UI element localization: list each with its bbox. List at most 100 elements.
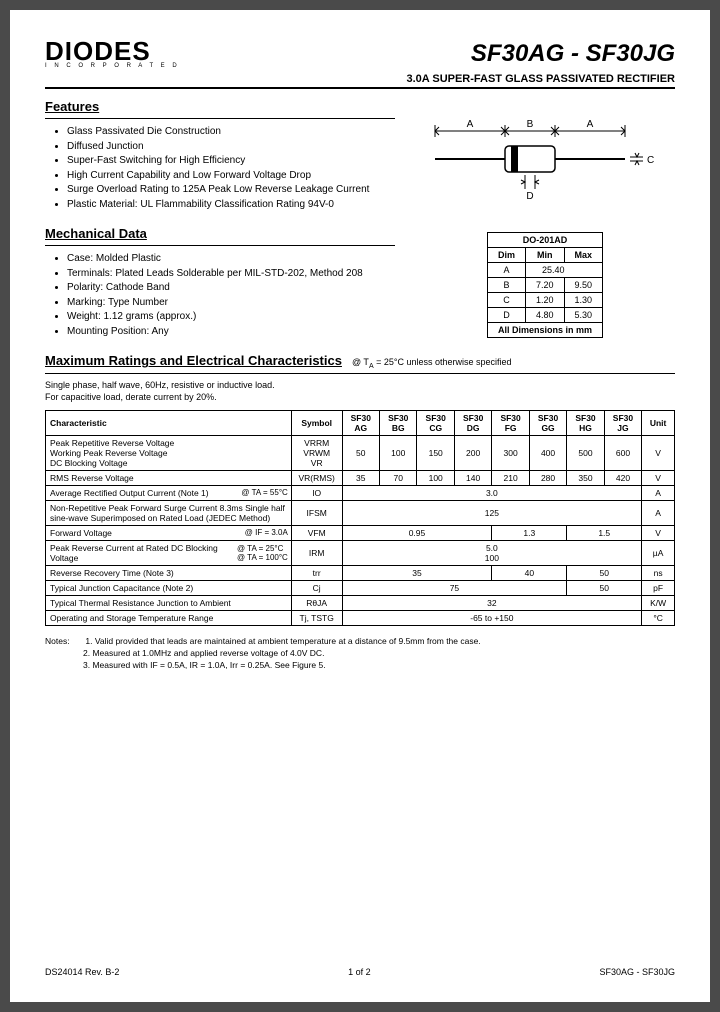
unit-cell: ns <box>642 565 675 580</box>
value-cell: 125 <box>342 500 642 525</box>
dim-header: Max <box>564 247 603 262</box>
value-cell: 32 <box>342 595 642 610</box>
char-cell: Non-Repetitive Peak Forward Surge Curren… <box>46 500 292 525</box>
dim-caption: All Dimensions in mm <box>487 322 602 337</box>
ratings-header: SF30 HG <box>567 410 604 435</box>
ratings-header: Symbol <box>291 410 342 435</box>
features-col: Features Glass Passivated Die Constructi… <box>45 99 395 212</box>
mechanical-divider <box>45 245 395 246</box>
dim-label-a1: A <box>467 119 474 130</box>
value-cell: 400 <box>529 435 566 470</box>
char-cell: Reverse Recovery Time (Note 3) <box>46 565 292 580</box>
ratings-divider <box>45 373 675 374</box>
features-title: Features <box>45 99 395 114</box>
ratings-note: Single phase, half wave, 60Hz, resistive… <box>45 380 675 403</box>
feature-item: Diffused Junction <box>67 140 395 154</box>
mechanical-item: Case: Molded Plastic <box>67 252 395 266</box>
value-cell: 500 <box>567 435 604 470</box>
footer-right: SF30AG - SF30JG <box>599 967 675 977</box>
ratings-header: SF30 CG <box>417 410 454 435</box>
mechanical-item: Marking: Type Number <box>67 296 395 310</box>
value-cell: 50 <box>567 580 642 595</box>
header-divider <box>45 87 675 89</box>
dim-cell: C <box>487 292 525 307</box>
ratings-header: SF30 DG <box>454 410 491 435</box>
features-divider <box>45 118 395 119</box>
footer-left: DS24014 Rev. B-2 <box>45 967 119 977</box>
symbol-cell: VFM <box>291 525 342 540</box>
char-cell: Typical Thermal Resistance Junction to A… <box>46 595 292 610</box>
ratings-section: Maximum Ratings and Electrical Character… <box>45 353 675 625</box>
symbol-cell: VRRMVRWMVR <box>291 435 342 470</box>
unit-cell: V <box>642 470 675 485</box>
value-cell: 40 <box>492 565 567 580</box>
value-cell: -65 to +150 <box>342 610 642 625</box>
char-cell: Peak Repetitive Reverse VoltageWorking P… <box>46 435 292 470</box>
value-cell: 50 <box>342 435 379 470</box>
notes-row: Notes: 1. Valid provided that leads are … <box>45 636 675 648</box>
value-cell: 50 <box>567 565 642 580</box>
feature-item: Glass Passivated Die Construction <box>67 125 395 139</box>
value-cell: 280 <box>529 470 566 485</box>
symbol-cell: IO <box>291 485 342 500</box>
unit-cell: A <box>642 485 675 500</box>
char-cell: Typical Junction Capacitance (Note 2) <box>46 580 292 595</box>
dim-table-title: DO-201AD <box>487 232 602 247</box>
ratings-table: CharacteristicSymbolSF30 AGSF30 BGSF30 C… <box>45 410 675 626</box>
char-cell: Peak Reverse Current at Rated DC Blockin… <box>46 540 292 565</box>
notes-section: Notes: 1. Valid provided that leads are … <box>45 636 675 672</box>
dim-header: Dim <box>487 247 525 262</box>
ratings-header: Characteristic <box>46 410 292 435</box>
dim-cell: A <box>487 262 525 277</box>
value-cell: 420 <box>604 470 641 485</box>
dim-cell: 1.20 <box>525 292 564 307</box>
dim-label-b: B <box>527 119 534 130</box>
dim-cell: B <box>487 277 525 292</box>
unit-cell: °C <box>642 610 675 625</box>
mechanical-list: Case: Molded PlasticTerminals: Plated Le… <box>45 252 395 338</box>
package-diagram-col: A B A <box>415 99 675 212</box>
mechanical-col: Mechanical Data Case: Molded PlasticTerm… <box>45 226 395 339</box>
symbol-cell: Tj, TSTG <box>291 610 342 625</box>
value-cell: 70 <box>380 470 417 485</box>
unit-cell: V <box>642 435 675 470</box>
value-cell: 35 <box>342 565 492 580</box>
dim-cell: 1.30 <box>564 292 603 307</box>
dim-cell: 5.30 <box>564 307 603 322</box>
value-cell: 75 <box>342 580 567 595</box>
value-cell: 1.3 <box>492 525 567 540</box>
ratings-header: SF30 GG <box>529 410 566 435</box>
ratings-header: SF30 JG <box>604 410 641 435</box>
value-cell: 3.0 <box>342 485 642 500</box>
unit-cell: V <box>642 525 675 540</box>
char-cell: RMS Reverse Voltage <box>46 470 292 485</box>
mechanical-item: Mounting Position: Any <box>67 325 395 339</box>
company-logo: DIODES I N C O R P O R A T E D <box>45 40 180 69</box>
page-footer: DS24014 Rev. B-2 1 of 2 SF30AG - SF30JG <box>45 967 675 977</box>
unit-cell: pF <box>642 580 675 595</box>
symbol-cell: Cj <box>291 580 342 595</box>
features-list: Glass Passivated Die ConstructionDiffuse… <box>45 125 395 211</box>
footer-center: 1 of 2 <box>348 967 371 977</box>
header: DIODES I N C O R P O R A T E D SF30AG - … <box>45 40 675 69</box>
value-cell: 0.95 <box>342 525 492 540</box>
mechanical-title: Mechanical Data <box>45 226 395 241</box>
note-item: 1. Valid provided that leads are maintai… <box>85 636 480 646</box>
ratings-header: SF30 BG <box>380 410 417 435</box>
mechanical-section: Mechanical Data Case: Molded PlasticTerm… <box>45 226 675 339</box>
symbol-cell: IFSM <box>291 500 342 525</box>
value-cell: 150 <box>417 435 454 470</box>
unit-cell: µA <box>642 540 675 565</box>
value-cell: 140 <box>454 470 491 485</box>
ratings-title-row: Maximum Ratings and Electrical Character… <box>45 353 675 372</box>
value-cell: 100 <box>417 470 454 485</box>
dimension-table: DO-201ADDimMinMaxA25.40B7.209.50C1.201.3… <box>487 232 603 338</box>
dim-label-a2: A <box>587 119 594 130</box>
value-cell: 35 <box>342 470 379 485</box>
value-cell: 350 <box>567 470 604 485</box>
part-number: SF30AG - SF30JG <box>471 40 675 68</box>
dim-table-col: DO-201ADDimMinMaxA25.40B7.209.50C1.201.3… <box>415 226 675 339</box>
ratings-header: SF30 AG <box>342 410 379 435</box>
mechanical-item: Weight: 1.12 grams (approx.) <box>67 310 395 324</box>
note-item: 2. Measured at 1.0MHz and applied revers… <box>45 648 675 660</box>
